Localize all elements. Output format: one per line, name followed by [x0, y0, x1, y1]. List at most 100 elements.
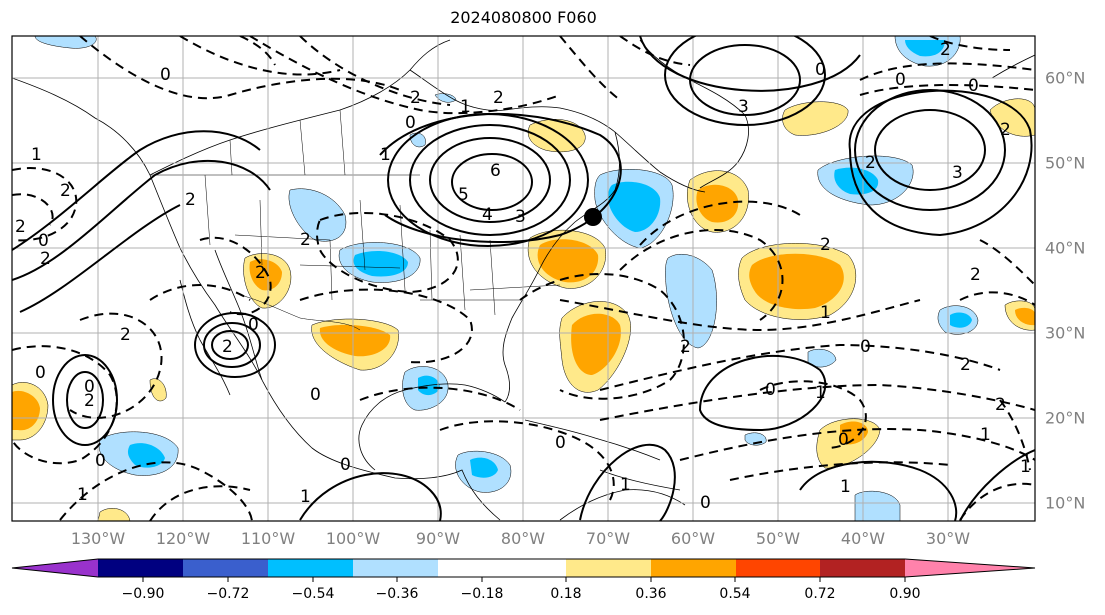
colorbar-segment	[438, 559, 566, 577]
contour-label: 0	[838, 430, 849, 450]
colorbar-tick-label: 0.90	[889, 586, 921, 602]
contour-label: 2	[120, 325, 131, 345]
contour-label: 2	[865, 153, 876, 173]
contour-label: 3	[952, 163, 963, 183]
lon-label: 100°W	[325, 529, 381, 548]
contour-label: 1	[1020, 457, 1031, 477]
lon-label: 110°W	[240, 529, 296, 548]
contour-label: 0	[405, 113, 416, 133]
lat-label: 40°N	[1045, 238, 1086, 258]
contour-label: 0	[895, 70, 906, 90]
colorbar-segment	[905, 559, 1035, 577]
lon-label: 120°W	[155, 529, 211, 548]
contour-label: 1	[840, 477, 851, 497]
lat-label: 20°N	[1045, 408, 1086, 428]
contour-label: 0	[555, 433, 566, 453]
contour-label: 2	[255, 263, 266, 283]
contour-label: 0	[765, 380, 776, 400]
contour-label: 1	[300, 487, 311, 507]
lat-label: 10°N	[1045, 493, 1086, 513]
colorbar-segment	[820, 559, 905, 577]
colorbar-tick-label: −0.90	[121, 586, 165, 602]
colorbar-segment	[566, 559, 651, 577]
contour-label: 0	[84, 377, 95, 397]
contour-label: 0	[968, 76, 979, 96]
colorbar-tick-label: 0.36	[635, 586, 667, 602]
colorbar-segment	[12, 559, 98, 577]
colorbar-tick-label: −0.18	[460, 586, 504, 602]
graticule	[12, 36, 1035, 521]
contour-label: 2	[40, 249, 51, 269]
location-marker	[584, 208, 602, 226]
contour-label: 0	[700, 493, 711, 513]
contour-label: 2	[493, 88, 504, 108]
contour-label: 2	[15, 217, 26, 237]
contour-label: 1	[620, 475, 631, 495]
colorbar-segment	[651, 559, 736, 577]
contour-label: 2	[300, 230, 311, 250]
lon-label: 70°W	[585, 529, 631, 548]
contour-label: 2	[84, 391, 95, 411]
colorbar-segment	[98, 559, 183, 577]
contour-label: 6	[490, 161, 501, 181]
colorbar-segment	[353, 559, 438, 577]
contour-label: 2	[970, 265, 981, 285]
contour-label: 2	[222, 337, 233, 357]
contour-label: 2	[820, 235, 831, 255]
contour-label: 2	[185, 190, 196, 210]
colorbar-tick-label: −0.54	[291, 586, 335, 602]
contour-label: 0	[38, 231, 49, 251]
contour-label: 1	[815, 383, 826, 403]
contour-label: 2	[940, 40, 951, 60]
weather-map: 0 1 2 0 2 2 0 2 0 0 2 1 2 2 2 0 0 1 0 2 …	[11, 35, 1036, 522]
lat-label: 60°N	[1045, 68, 1086, 88]
lon-label: 130°W	[70, 529, 126, 548]
contour-label: 4	[482, 205, 493, 225]
contour-label: 0	[248, 315, 259, 335]
contour-label: 2	[960, 355, 971, 375]
colorbar-tick-label: −0.36	[375, 586, 419, 602]
colorbar-outline	[11, 558, 1036, 578]
anomaly-shading	[12, 36, 1035, 521]
map-frame	[11, 35, 1036, 522]
lon-label: 30°W	[925, 529, 971, 548]
contour-label: 1	[980, 425, 991, 445]
lon-label: 80°W	[500, 529, 546, 548]
contour-label: 0	[160, 65, 171, 85]
positive-contours	[12, 36, 1035, 521]
contour-label: 0	[310, 385, 321, 405]
lat-label: 50°N	[1045, 153, 1086, 173]
contour-label: 0	[815, 60, 826, 80]
contour-label: 1	[380, 145, 391, 165]
contour-label: 0	[860, 337, 871, 357]
contour-label: 3	[515, 207, 526, 227]
contour-label: 1	[820, 303, 831, 323]
lat-label: 30°N	[1045, 323, 1086, 343]
coastlines	[12, 39, 1035, 521]
contour-label: 2	[680, 337, 691, 357]
contour-label: 1	[77, 485, 88, 505]
negative-contours	[12, 36, 1035, 521]
colorbar-segment	[736, 559, 820, 577]
contour-label: 0	[95, 451, 106, 471]
contour-label: 0	[35, 363, 46, 383]
lon-label: 60°W	[670, 529, 716, 548]
lon-label: 90°W	[415, 529, 461, 548]
contour-label: 2	[60, 181, 71, 201]
colorbar	[11, 558, 1036, 582]
contour-label: 1	[460, 97, 471, 117]
contour-label: 5	[458, 185, 469, 205]
lon-label: 50°W	[755, 529, 801, 548]
lon-label: 40°W	[840, 529, 886, 548]
colorbar-segment	[268, 559, 353, 577]
map-title: 2024080800 F060	[450, 8, 597, 27]
colorbar-tick-label: 0.18	[550, 586, 582, 602]
colorbar-tick-label: −0.72	[206, 586, 250, 602]
contour-label: 1	[31, 145, 42, 165]
contour-label: 2	[410, 88, 421, 108]
colorbar-tick-label: 0.54	[719, 586, 751, 602]
contour-label: 2	[995, 395, 1006, 415]
contour-label: 0	[340, 455, 351, 475]
colorbar-tick-label: 0.72	[804, 586, 836, 602]
colorbar-segment	[183, 559, 268, 577]
